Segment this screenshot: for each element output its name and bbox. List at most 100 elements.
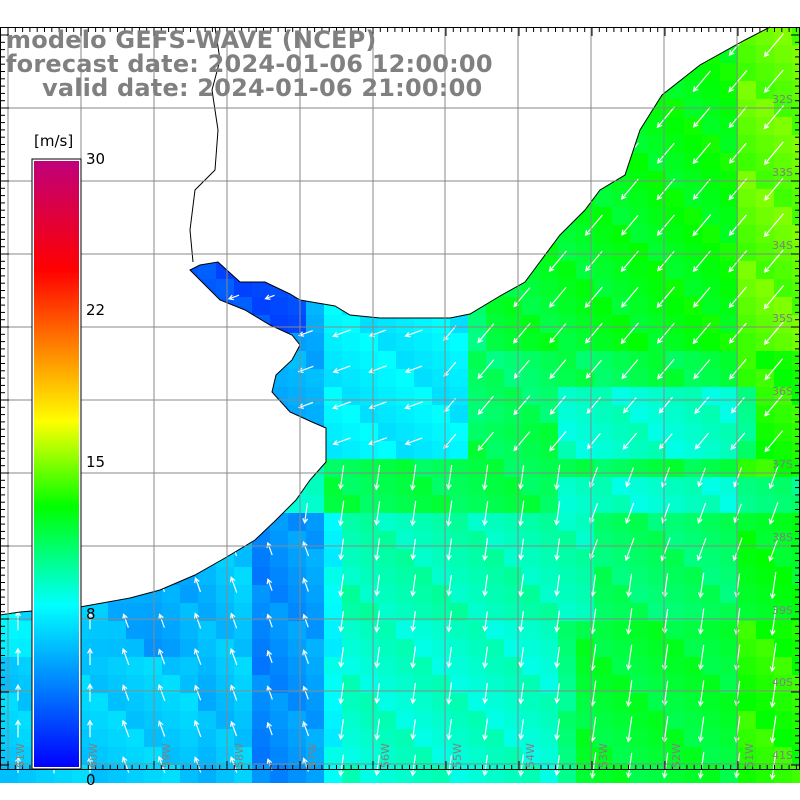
speed-cell (234, 729, 252, 747)
speed-cell (576, 243, 594, 261)
speed-cell (360, 603, 378, 621)
wind-arrow (15, 755, 21, 773)
speed-cell (720, 423, 738, 441)
wind-arrow (518, 610, 525, 633)
speed-cell (648, 711, 666, 729)
wind-arrow (404, 437, 423, 446)
speed-cell (630, 495, 648, 513)
speed-cell (90, 747, 108, 765)
speed-cell (90, 639, 108, 657)
speed-cell (468, 765, 486, 783)
speed-cell (252, 549, 270, 567)
speed-cell (468, 693, 486, 711)
speed-cell (756, 315, 774, 333)
speed-cell (486, 513, 504, 531)
speed-cell (378, 675, 396, 693)
wind-arrow (657, 250, 675, 272)
wind-arrow (264, 294, 275, 300)
speed-cell (756, 135, 774, 153)
speed-cell (468, 567, 486, 585)
speed-cell (774, 729, 792, 747)
speed-cell (450, 639, 468, 657)
speed-cell (648, 585, 666, 603)
speed-cell (288, 747, 306, 765)
wind-arrow (693, 359, 711, 380)
speed-cell (342, 729, 360, 747)
wind-arrow (517, 500, 525, 527)
speed-cell (342, 675, 360, 693)
speed-cell (702, 585, 720, 603)
speed-cell (702, 621, 720, 639)
wind-arrow (410, 611, 417, 633)
speed-cell (306, 711, 324, 729)
speed-cell (468, 657, 486, 675)
speed-cell (576, 279, 594, 297)
wind-arrow (482, 501, 489, 527)
speed-cell (414, 423, 432, 441)
speed-cell (378, 369, 396, 387)
speed-cell (108, 603, 126, 621)
speed-cell (540, 495, 558, 513)
speed-cell (558, 297, 576, 315)
wind-arrow (697, 644, 705, 671)
speed-cell (774, 297, 792, 315)
speed-cell (630, 225, 648, 243)
wind-arrow (763, 213, 784, 238)
speed-cell (720, 729, 738, 747)
speed-cell (756, 585, 774, 603)
speed-cell (378, 549, 396, 567)
speed-cell (774, 639, 792, 657)
speed-cell (234, 675, 252, 693)
speed-cell (360, 675, 378, 693)
speed-cell (630, 639, 648, 657)
speed-cell (360, 729, 378, 747)
speed-cell (198, 621, 216, 639)
speed-cell (486, 729, 504, 747)
speed-cell (198, 729, 216, 747)
speed-cell (288, 387, 306, 405)
wind-arrow (193, 684, 202, 701)
speed-cell (108, 693, 126, 711)
speed-cell (288, 621, 306, 639)
speed-cell (288, 765, 306, 783)
speed-cell (486, 369, 504, 387)
speed-cell (540, 351, 558, 369)
speed-cell (774, 189, 792, 207)
speed-cell (288, 729, 306, 747)
wind-arrow (728, 142, 747, 164)
speed-cell (792, 549, 800, 567)
wind-arrow (620, 286, 639, 308)
speed-cell (738, 225, 756, 243)
wind-arrow (518, 754, 525, 777)
wind-arrow (229, 576, 238, 593)
wind-arrow (763, 141, 784, 166)
speed-cell (414, 405, 432, 423)
speed-cell (216, 621, 234, 639)
colorbar-tick: 22 (86, 301, 106, 319)
speed-cell (648, 459, 666, 477)
speed-cell (648, 747, 666, 765)
speed-cell (684, 459, 702, 477)
speed-cell (270, 675, 288, 693)
speed-cell (630, 711, 648, 729)
speed-cell (540, 729, 558, 747)
speed-cell (450, 693, 468, 711)
speed-cell (522, 369, 540, 387)
speed-cell (486, 585, 504, 603)
speed-cell (378, 459, 396, 477)
wind-arrow (697, 680, 705, 707)
speed-cell (162, 639, 180, 657)
speed-cell (702, 477, 720, 495)
speed-cell (702, 225, 720, 243)
wind-arrow (193, 648, 202, 665)
speed-cell (558, 333, 576, 351)
wind-arrow (622, 432, 638, 450)
speed-cell (486, 693, 504, 711)
wind-arrow (410, 682, 417, 705)
speed-cell (792, 567, 800, 585)
speed-cell (648, 621, 666, 639)
speed-cell (432, 657, 450, 675)
colorbar-tick: 15 (86, 453, 106, 471)
speed-cell (756, 675, 774, 693)
